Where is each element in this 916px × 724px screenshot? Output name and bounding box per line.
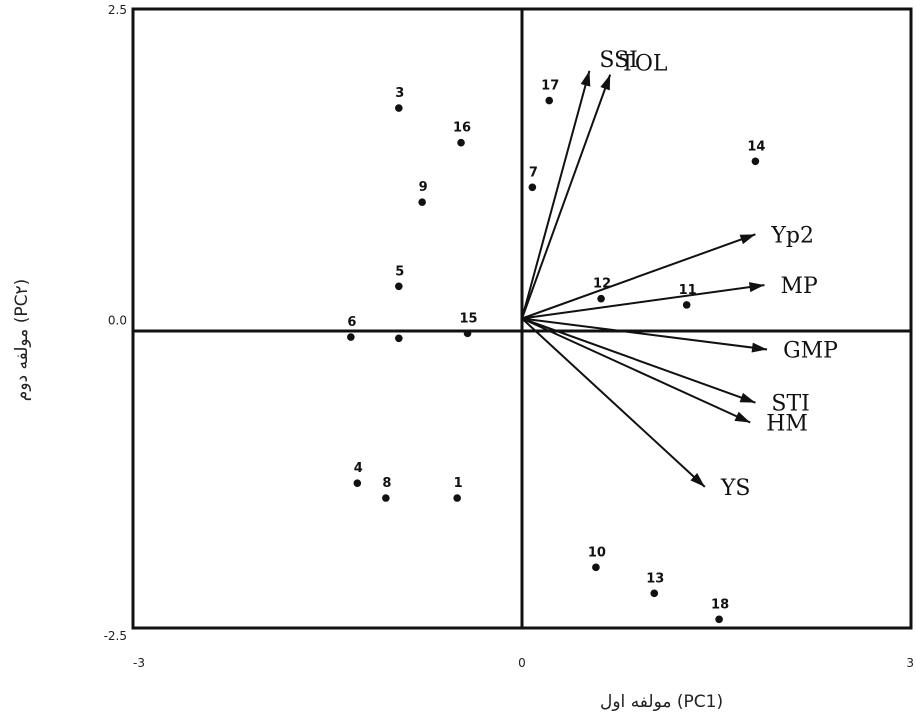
vector-label: Yp2 — [770, 223, 814, 248]
vector-label: STI — [771, 392, 809, 417]
arrow-head — [580, 70, 591, 87]
genotype-point: 15 — [459, 311, 478, 338]
vector-tol: TOL — [521, 52, 668, 319]
vector-sti: STI — [521, 317, 810, 417]
point-marker — [418, 198, 426, 206]
genotype-point: 13 — [646, 571, 664, 598]
point-label: 7 — [529, 165, 538, 180]
genotype-point: 7 — [528, 165, 538, 192]
genotype-point: 17 — [541, 79, 559, 105]
point-marker — [528, 183, 537, 192]
x-tick-label: 3 — [906, 656, 914, 670]
vector-yp2: Yp2 — [521, 223, 814, 320]
point-marker — [545, 96, 554, 105]
genotype-point: 9 — [418, 180, 428, 206]
vector-label: TOL — [620, 52, 668, 77]
vector-line — [521, 70, 591, 319]
vector-gmp: GMP — [521, 317, 838, 363]
y-tick-label: 2.5 — [108, 3, 127, 17]
vector-line — [521, 317, 768, 351]
x-tick-label: -3 — [133, 656, 145, 670]
point-label: 18 — [711, 597, 729, 612]
point-marker — [382, 494, 390, 502]
point-label: 13 — [646, 571, 664, 586]
genotype-point: 3 — [395, 86, 404, 112]
point-marker — [751, 157, 760, 166]
arrow-head — [600, 74, 611, 91]
point-label: 9 — [419, 180, 428, 195]
vector-label: YS — [720, 476, 751, 501]
arrow-head — [751, 342, 768, 353]
y-tick-label: -2.5 — [104, 629, 127, 643]
vector-hm: HM — [521, 317, 808, 436]
genotype-point: 4 — [353, 461, 363, 487]
genotype-point: 18 — [711, 597, 729, 624]
vector-label: SSI — [599, 48, 637, 73]
point-marker — [395, 104, 403, 112]
point-label: 8 — [382, 476, 391, 491]
x-tick-label: 0 — [518, 656, 526, 670]
point-label: 17 — [541, 79, 559, 94]
vector-line — [521, 284, 765, 320]
point-marker — [347, 333, 355, 341]
vector-line — [521, 317, 706, 488]
vector-line — [521, 317, 756, 404]
point-label: 10 — [588, 545, 606, 560]
vector-line — [521, 317, 751, 424]
arrow-head — [748, 282, 765, 293]
genotype-point: 5 — [395, 264, 404, 291]
vector-ys: YS — [521, 317, 751, 501]
genotype-point: 10 — [588, 545, 606, 572]
genotype-point: 14 — [747, 139, 765, 166]
vector-label: MP — [780, 274, 818, 299]
vector-label: GMP — [783, 338, 838, 363]
x-axis-title: مولفه اول (PC1) — [600, 692, 724, 712]
y-tick-label: 0.0 — [108, 314, 127, 328]
genotype-point: 16 — [453, 121, 471, 147]
point-label: 12 — [593, 277, 611, 292]
arrow-head — [690, 473, 705, 487]
point-label: 14 — [747, 139, 765, 154]
y-axis-title: مولفه دوم (PC۲) — [12, 278, 32, 402]
point-label: 11 — [679, 283, 697, 298]
vector-label: HM — [766, 411, 808, 436]
genotype-point: 12 — [593, 277, 611, 303]
vector-mp: MP — [521, 274, 818, 320]
point-label: 6 — [347, 315, 356, 330]
vector-ssi: SSI — [521, 48, 638, 319]
point-label: 5 — [395, 264, 404, 279]
point-label: 15 — [459, 311, 477, 326]
point-marker — [395, 334, 403, 343]
point-marker — [597, 294, 605, 303]
vector-line — [521, 74, 612, 319]
genotype-point: 1 — [453, 476, 463, 502]
point-marker — [463, 329, 472, 338]
point-label: 3 — [395, 86, 404, 101]
genotype-point: 8 — [382, 476, 391, 502]
genotype-point — [395, 334, 403, 343]
point-marker — [715, 615, 723, 624]
genotype-point: 11 — [679, 283, 697, 309]
point-label: 4 — [354, 461, 363, 476]
arrow-head — [739, 234, 756, 245]
point-marker — [682, 301, 691, 309]
point-label: 16 — [453, 121, 471, 136]
genotype-point: 6 — [347, 315, 356, 341]
point-marker — [457, 138, 465, 147]
point-marker — [395, 282, 403, 291]
point-marker — [592, 563, 600, 572]
point-marker — [453, 494, 461, 502]
arrow-head — [739, 392, 756, 403]
point-marker — [650, 589, 659, 598]
vector-line — [521, 233, 756, 320]
arrow-head — [734, 411, 751, 423]
point-label: 1 — [454, 476, 463, 491]
point-marker — [353, 479, 362, 487]
